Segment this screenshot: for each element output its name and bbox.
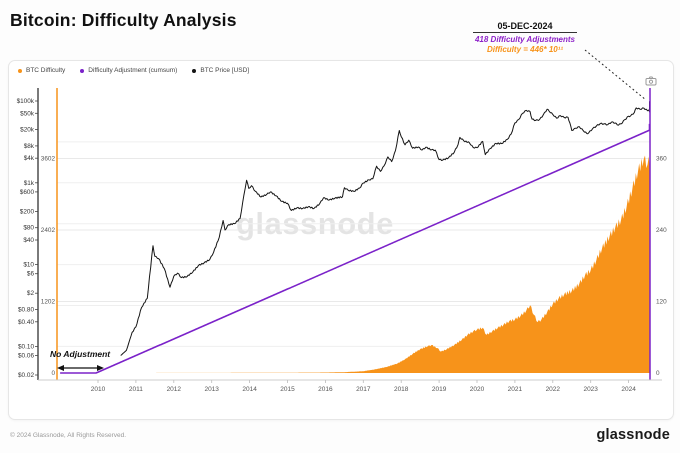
chart-legend: BTC Difficulty Difficulty Adjustment (cum… bbox=[18, 67, 249, 74]
camera-icon[interactable] bbox=[645, 76, 657, 86]
footer: © 2024 Glassnode, All Rights Reserved. g… bbox=[0, 422, 680, 448]
glassnode-logo: glassnode bbox=[596, 427, 670, 443]
btc-price-usd-dot-icon bbox=[192, 68, 197, 73]
annotation-date: 05-DEC-2024 bbox=[473, 21, 577, 33]
annotation-adjustments: 418 Difficulty Adjustments bbox=[474, 35, 576, 44]
legend-label: Difficulty Adjustment (cumsum) bbox=[88, 67, 178, 74]
no-adjustment-label: No Adjustment bbox=[50, 349, 111, 359]
legend-label: BTC Difficulty bbox=[26, 67, 66, 74]
difficulty-adjustment-cumsum-dot-icon bbox=[80, 68, 85, 73]
legend-label: BTC Price [USD] bbox=[200, 67, 250, 74]
page-title: Bitcoin: Difficulty Analysis bbox=[10, 10, 237, 30]
glassnode-watermark: glassnode bbox=[236, 206, 394, 241]
annotation-difficulty: Difficulty = 446* 10¹¹ bbox=[486, 45, 564, 54]
copyright-text: © 2024 Glassnode, All Rights Reserved. bbox=[10, 431, 127, 439]
legend-item-btc-difficulty[interactable]: BTC Difficulty bbox=[18, 67, 65, 74]
legend-item-btc-price-usd[interactable]: BTC Price [USD] bbox=[192, 67, 249, 74]
legend-item-difficulty-adjustment-cumsum[interactable]: Difficulty Adjustment (cumsum) bbox=[80, 67, 177, 74]
annotation-callout: 05-DEC-2024 418 Difficulty Adjustments D… bbox=[473, 21, 577, 54]
btc-difficulty-dot-icon bbox=[18, 68, 22, 73]
